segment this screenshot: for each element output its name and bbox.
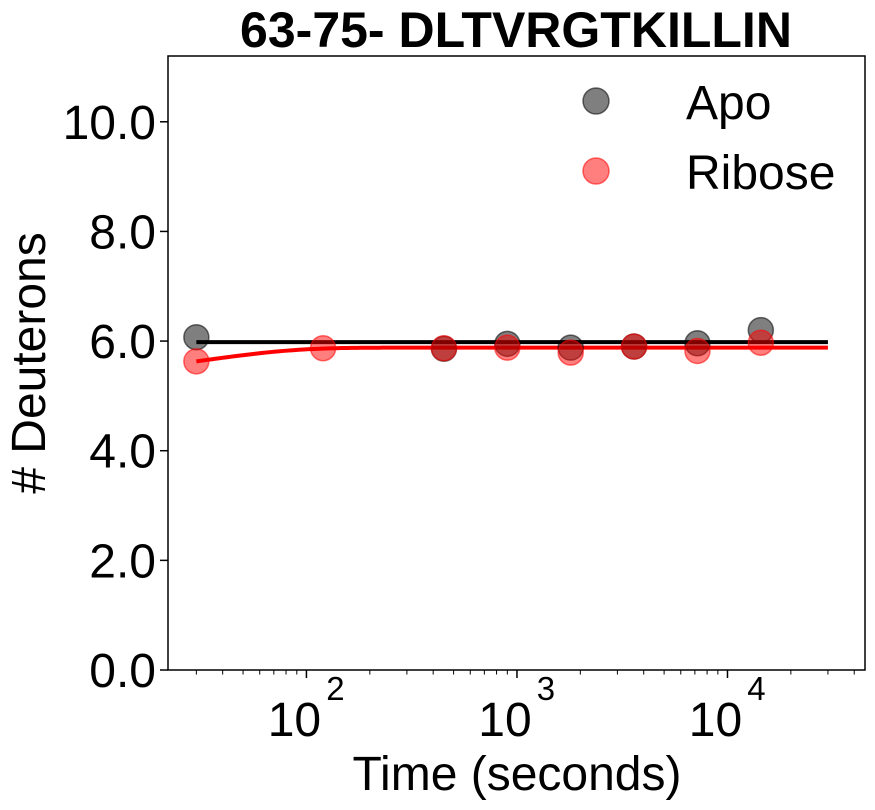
x-axis-label: Time (seconds) bbox=[353, 748, 682, 801]
y-axis-label: # Deuterons bbox=[3, 232, 56, 494]
y-tick-label: 6.0 bbox=[89, 316, 156, 369]
y-tick-label: 4.0 bbox=[89, 426, 156, 479]
point-ribose bbox=[747, 329, 775, 356]
legend: Apo Ribose bbox=[582, 77, 835, 200]
y-tick-label: 0.0 bbox=[89, 645, 156, 698]
legend-marker-apo bbox=[582, 87, 610, 115]
point-ribose bbox=[309, 334, 337, 362]
point-ribose bbox=[430, 334, 458, 362]
x-tick-label: 10 bbox=[689, 694, 742, 747]
x-tick-label: 10 bbox=[478, 694, 531, 747]
y-tick-label: 10.0 bbox=[63, 97, 156, 150]
legend-label-apo: Apo bbox=[686, 77, 771, 130]
legend-label-ribose: Ribose bbox=[686, 147, 835, 200]
point-ribose bbox=[684, 337, 711, 365]
x-tick-exponent: 2 bbox=[326, 670, 344, 707]
y-tick-label: 2.0 bbox=[89, 535, 156, 588]
point-ribose bbox=[557, 339, 584, 366]
x-tick-exponent: 4 bbox=[747, 670, 765, 707]
point-ribose bbox=[494, 334, 521, 361]
y-axis: 0.0 2.0 4.0 6.0 8.0 10.0 bbox=[63, 97, 168, 698]
y-tick-label: 8.0 bbox=[89, 206, 156, 259]
plot-area bbox=[183, 316, 828, 375]
point-ribose bbox=[620, 333, 648, 360]
chart-title: 63-75- DLTVRGTKILLIN bbox=[240, 2, 792, 58]
point-apo bbox=[183, 323, 210, 351]
x-tick-exponent: 3 bbox=[537, 670, 555, 707]
point-ribose bbox=[183, 348, 210, 375]
x-tick-label: 10 bbox=[268, 694, 321, 747]
legend-marker-ribose bbox=[582, 157, 610, 185]
